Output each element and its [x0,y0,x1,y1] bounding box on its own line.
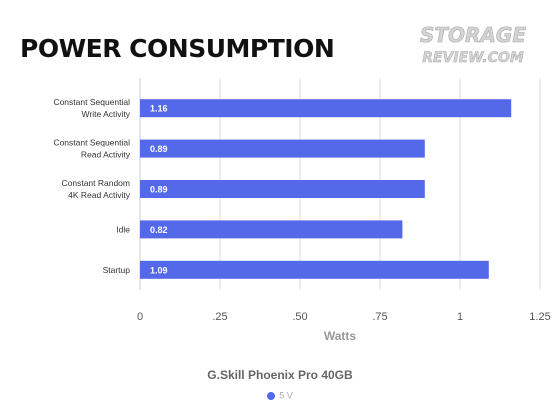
svg-text:STORAGE: STORAGE [420,23,526,47]
bar [140,139,425,158]
chart-subtitle: G.Skill Phoenix Pro 40GB [207,368,353,382]
bar [140,180,425,198]
storagereview-logo: STORAGE REVIEW.COM [420,23,527,67]
category-label: Idle [116,224,130,234]
x-tick-label: 0 [137,311,143,323]
legend-marker [267,391,276,400]
data-label: 0.82 [150,225,168,235]
x-tick-label: .25 [212,311,227,323]
category-label: Startup [103,265,131,275]
x-axis-ticks: 0 .25 .50 .75 1 1.25 [137,311,551,323]
legend-label: 5 V [279,390,293,401]
data-label: 1.09 [150,265,168,275]
category-labels: Constant Sequential Write Activity Constan… [53,97,130,275]
page-title: POWER CONSUMPTION [20,34,335,63]
x-tick-label: .75 [372,311,387,323]
x-tick-label: .50 [292,311,307,323]
bar [140,260,489,279]
bar [140,99,512,118]
category-label: Constant Sequential Write Activity [53,97,130,119]
bars: 1.16 0.89 0.89 0.82 1.09 [140,99,512,279]
data-label: 0.89 [150,185,168,195]
x-tick-label: 1.25 [529,311,550,323]
svg-text:REVIEW.COM: REVIEW.COM [422,50,524,66]
legend: 5 V [0,390,560,401]
x-axis-title: Watts [324,329,357,343]
data-label: 1.16 [150,104,168,114]
bar [140,220,403,239]
data-label: 0.89 [150,144,168,154]
x-tick-label: 1 [457,311,463,323]
category-label: Constant Random 4K Read Activity [61,178,130,200]
category-label: Constant Sequential Read Activity [53,138,130,160]
